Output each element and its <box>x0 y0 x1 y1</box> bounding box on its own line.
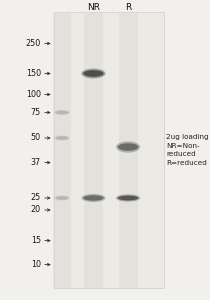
Ellipse shape <box>116 141 140 153</box>
Ellipse shape <box>81 69 106 78</box>
Bar <box>54 12 164 288</box>
Bar <box>84 12 103 288</box>
Text: R: R <box>125 3 131 12</box>
Ellipse shape <box>83 195 104 201</box>
Text: 10: 10 <box>31 260 41 269</box>
Text: 2ug loading
NR=Non-
reduced
R=reduced: 2ug loading NR=Non- reduced R=reduced <box>166 134 209 166</box>
Text: 75: 75 <box>31 108 41 117</box>
Ellipse shape <box>81 194 106 202</box>
Text: 20: 20 <box>31 206 41 214</box>
Ellipse shape <box>54 135 70 141</box>
Text: 25: 25 <box>31 194 41 202</box>
Ellipse shape <box>55 111 69 114</box>
Ellipse shape <box>54 110 70 115</box>
Text: 150: 150 <box>26 69 41 78</box>
Ellipse shape <box>83 70 104 77</box>
Ellipse shape <box>55 136 69 140</box>
Bar <box>52 12 71 288</box>
Text: 100: 100 <box>26 90 41 99</box>
Text: 15: 15 <box>31 236 41 245</box>
Text: NR: NR <box>87 3 100 12</box>
Ellipse shape <box>55 196 69 200</box>
Ellipse shape <box>118 196 138 200</box>
Text: 50: 50 <box>31 134 41 142</box>
Ellipse shape <box>116 194 140 202</box>
Text: 250: 250 <box>26 39 41 48</box>
Ellipse shape <box>54 195 70 201</box>
Text: 37: 37 <box>31 158 41 167</box>
Ellipse shape <box>118 143 138 151</box>
Bar <box>119 12 138 288</box>
